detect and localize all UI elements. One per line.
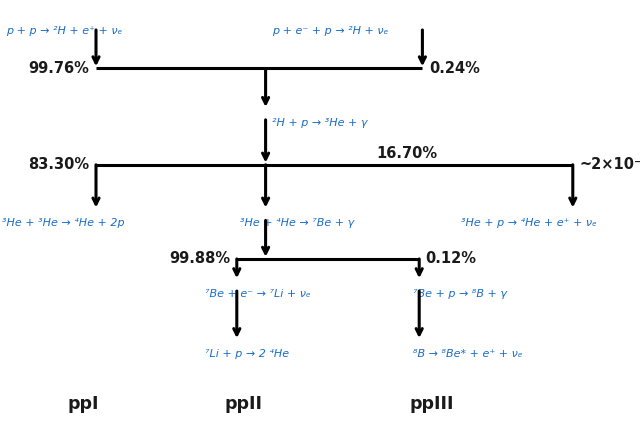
Text: 83.30%: 83.30% (28, 157, 90, 172)
Text: ³He + ⁴He → ⁷Be + γ: ³He + ⁴He → ⁷Be + γ (240, 218, 355, 228)
Text: ~2×10⁻⁵%: ~2×10⁻⁵% (579, 157, 640, 172)
Text: ⁷Be + p → ⁸B + γ: ⁷Be + p → ⁸B + γ (413, 289, 507, 299)
Text: ppII: ppII (224, 395, 262, 413)
Text: ³He + p → ⁴He + e⁺ + νₑ: ³He + p → ⁴He + e⁺ + νₑ (461, 218, 596, 228)
Text: 0.12%: 0.12% (426, 251, 477, 267)
Text: ppI: ppI (67, 395, 99, 413)
Text: ppIII: ppIII (410, 395, 454, 413)
Text: 99.76%: 99.76% (29, 61, 90, 76)
Text: 99.88%: 99.88% (169, 251, 230, 267)
Text: 16.70%: 16.70% (376, 146, 437, 161)
Text: ⁸B → ⁸Be* + e⁺ + νₑ: ⁸B → ⁸Be* + e⁺ + νₑ (413, 349, 522, 359)
Text: p + e⁻ + p → ²H + νₑ: p + e⁻ + p → ²H + νₑ (272, 26, 388, 36)
Text: ⁷Li + p → 2 ⁴He: ⁷Li + p → 2 ⁴He (205, 349, 289, 359)
Text: ²H + p → ³He + γ: ²H + p → ³He + γ (272, 118, 367, 128)
Text: p + p → ²H + e⁺ + νₑ: p + p → ²H + e⁺ + νₑ (6, 26, 123, 36)
Text: 0.24%: 0.24% (429, 61, 479, 76)
Text: ³He + ³He → ⁴He + 2p: ³He + ³He → ⁴He + 2p (2, 218, 125, 228)
Text: ⁷Be + e⁻ → ⁷Li + νₑ: ⁷Be + e⁻ → ⁷Li + νₑ (205, 289, 310, 299)
